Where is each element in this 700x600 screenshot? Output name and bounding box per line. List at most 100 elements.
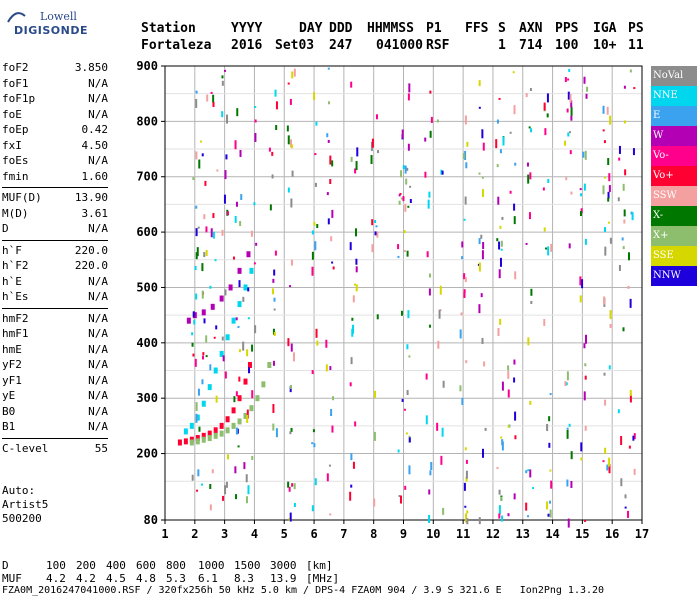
echo-speckle [224,371,227,379]
echo-speckle [290,259,293,266]
x-tick-label: 15 [575,527,589,541]
footer-d-value: 3000 [270,559,297,572]
header-label: FFS [465,21,489,36]
echo-speckle [352,295,355,303]
param-key: h`F [2,243,22,257]
echo-speckle [620,478,623,487]
echo-speckle [289,139,292,148]
echo-speckle [550,480,553,489]
echo-speckle [481,250,484,260]
param-key: foEp [2,123,29,136]
echo-speckle [618,264,621,271]
echo-speckle [424,137,427,142]
echo-speckle [501,441,504,451]
echo-speckle [192,311,195,318]
echo-speckle [243,462,246,470]
echo-speckle [273,269,276,276]
echo-speckle [513,359,516,365]
echo-speckle [227,211,230,216]
echo-speckle [197,388,200,396]
echo-speckle [478,262,481,272]
echo-speckle [564,381,567,387]
echo-speckle [483,361,486,367]
trace-point [231,407,236,414]
echo-speckle [203,318,206,324]
echo-speckle [629,389,632,396]
header-label: YYYY [231,21,263,36]
echo-speckle [221,75,224,79]
echo-speckle [224,485,227,495]
param-value: N/A [88,420,108,433]
echo-speckle [580,193,583,197]
echo-speckle [464,150,467,160]
footer-d-value: 100 [46,559,66,572]
echo-speckle [406,250,409,257]
echo-speckle [570,480,573,488]
echo-speckle [623,219,626,224]
echo-speckle [440,169,443,175]
echo-speckle [237,325,240,328]
echo-speckle [239,221,242,227]
footer-d-label: D [2,559,9,572]
echo-speckle [586,86,589,92]
echo-speckle [287,481,290,488]
echo-speckle [441,427,444,437]
echo-speckle [401,398,404,402]
echo-speckle [401,129,404,139]
param-key: foEs [2,154,29,167]
trace-point [246,251,251,258]
echo-speckle [408,465,411,475]
echo-speckle [239,149,242,157]
echo-speckle [195,98,198,108]
legend-item: E [651,106,697,126]
echo-speckle [354,168,357,174]
echo-speckle [464,196,467,205]
lowell-swoosh-icon [7,12,26,23]
echo-speckle [195,402,198,412]
echo-speckle [275,428,278,438]
echo-speckle [325,339,328,348]
header-value: 041000 [376,38,423,53]
echo-speckle [195,228,198,237]
param-row: yF2 N/A [2,357,108,373]
echo-speckle [210,228,213,238]
header-label: PPS [555,21,579,36]
header-label: DDD [329,21,353,36]
echo-speckle [509,131,512,134]
echo-speckle [398,200,401,205]
echo-speckle [624,506,627,509]
echo-speckle [268,147,271,152]
echo-speckle [602,460,605,463]
echo-speckle [507,513,510,517]
header-value: 247 [329,38,353,53]
param-key: fxI [2,138,22,152]
legend-item: Vo- [651,146,697,166]
echo-speckle [441,170,444,175]
echo-speckle [289,431,292,435]
echo-speckle [497,328,500,337]
echo-speckle [201,483,204,486]
param-separator [2,187,108,188]
echo-speckle [349,491,352,501]
trace-point [183,428,188,435]
param-row: foE N/A [2,107,108,123]
echo-speckle [429,90,432,94]
echo-speckle [627,510,630,518]
echo-speckle [224,170,227,180]
footer-muf-value: 5.3 [166,571,186,585]
echo-speckle [530,300,533,304]
echo-speckle [624,494,627,499]
echo-speckle [198,159,201,169]
echo-speckle [400,197,403,200]
logo-line2: DIGISONDE [14,24,88,37]
echo-speckle [618,145,621,154]
echo-speckle [564,140,567,146]
echo-speckle [608,464,611,474]
echo-speckle [350,81,353,88]
echo-speckle [583,76,586,84]
param-row: B1 N/A [2,419,108,435]
echo-speckle [374,390,377,398]
echo-speckle [291,71,294,79]
echo-speckle [331,160,334,167]
echo-speckle [225,154,228,160]
